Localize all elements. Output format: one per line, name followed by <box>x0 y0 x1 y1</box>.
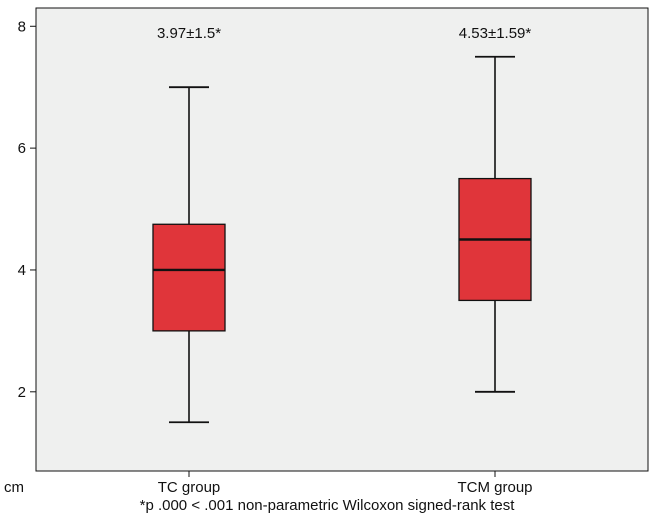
y-tick-label: 4 <box>18 262 26 279</box>
x-category-label: TCM group <box>457 479 532 495</box>
boxplot-chart: 2 4 6 8 3.97±1.5* 4.53±1.59* TC group TCM gro… <box>4 7 649 495</box>
box-1: 3.97±1.5* <box>152 25 226 424</box>
footnote: *p .000 < .001 non-parametric Wilcoxon s… <box>139 497 515 514</box>
x-axis: TC group TCM group <box>158 471 533 495</box>
box-2: 4.53±1.59* <box>458 25 532 393</box>
y-tick-label: 6 <box>18 140 26 157</box>
plot-area <box>35 7 649 472</box>
y-tick-label: 8 <box>18 18 26 35</box>
x-category-label: TC group <box>158 479 221 495</box>
y-tick-label: 2 <box>18 384 26 401</box>
y-axis: 2 4 6 8 <box>18 18 36 401</box>
iqr-box <box>152 223 226 332</box>
mean-sd-annotation: 3.97±1.5* <box>157 25 221 42</box>
boxes-layer: 3.97±1.5* 4.53±1.59* <box>152 25 532 424</box>
mean-sd-annotation: 4.53±1.59* <box>459 25 532 42</box>
y-axis-unit-label: cm <box>4 479 24 495</box>
